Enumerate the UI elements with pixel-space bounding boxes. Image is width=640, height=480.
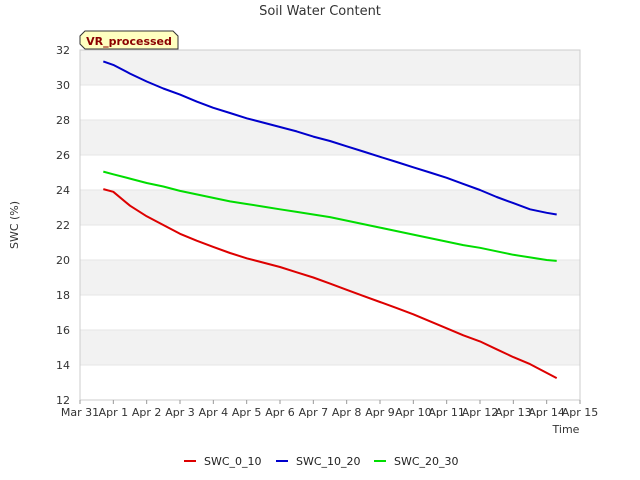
plot-band	[80, 260, 580, 295]
x-tick-label: Apr 4	[199, 406, 229, 419]
plot-band	[80, 225, 580, 260]
x-tick-label: Mar 31	[61, 406, 99, 419]
legend-item-SWC_10_20: SWC_10_20	[276, 455, 361, 468]
y-tick-label: 14	[56, 359, 70, 372]
x-tick-label: Apr 9	[365, 406, 395, 419]
plot-band	[80, 190, 580, 225]
plot-band	[80, 120, 580, 155]
status-badge: VR_processed	[79, 30, 179, 50]
plot-band	[80, 330, 580, 365]
x-axis-title: Time	[552, 423, 580, 436]
plot-frame	[79, 49, 581, 401]
y-tick-label: 20	[56, 254, 70, 267]
plot-band	[80, 85, 580, 120]
series-line-SWC_0_10	[103, 188, 558, 379]
legend-label: SWC_10_20	[296, 455, 361, 468]
chart-title: Soil Water Content	[259, 4, 381, 19]
series-line-SWC_20_30	[103, 170, 557, 262]
y-tick-label: 26	[56, 149, 70, 162]
badge-label: VR_processed	[86, 35, 172, 48]
y-tick-label: 24	[56, 184, 70, 197]
y-tick-label: 12	[56, 394, 70, 407]
plot-band	[80, 365, 580, 400]
x-tick-label: Apr 11	[428, 406, 465, 419]
y-tick-label: 18	[56, 289, 70, 302]
x-axis-ticks: Mar 31 Apr 1 Apr 2 Apr 3 Apr 4 Apr 5 Apr 6 Apr …	[61, 400, 598, 419]
y-axis-title: SWC (%)	[8, 201, 21, 249]
x-tick-label: Apr 2	[132, 406, 162, 419]
legend-label: SWC_0_10	[204, 455, 262, 468]
x-tick-label: Apr 12	[462, 406, 499, 419]
y-axis-ticks: 12 14 16 18 20 22 24 26 28 30 32	[56, 44, 70, 407]
legend: SWC_0_10 SWC_10_20 SWC_20_30	[184, 455, 459, 468]
x-tick-label: Apr 13	[495, 406, 532, 419]
series-line-SWC_10_20	[102, 60, 557, 216]
legend-item-SWC_0_10: SWC_0_10	[184, 455, 262, 468]
series-lines	[102, 60, 558, 379]
plot-bands	[80, 50, 580, 400]
x-tick-label: Apr 5	[232, 406, 262, 419]
x-tick-label: Apr 1	[99, 406, 129, 419]
plot-band	[80, 155, 580, 190]
legend-label: SWC_20_30	[394, 455, 459, 468]
x-tick-label: Apr 15	[562, 406, 599, 419]
x-tick-label: Apr 14	[528, 406, 565, 419]
x-tick-label: Apr 7	[299, 406, 329, 419]
y-tick-label: 32	[56, 44, 70, 57]
x-tick-label: Apr 8	[332, 406, 362, 419]
y-tick-label: 16	[56, 324, 70, 337]
plot-band	[80, 295, 580, 330]
legend-item-SWC_20_30: SWC_20_30	[374, 455, 459, 468]
y-tick-label: 30	[56, 79, 70, 92]
plot-band	[80, 50, 580, 85]
x-tick-label: Apr 10	[395, 406, 432, 419]
x-tick-label: Apr 3	[165, 406, 195, 419]
y-tick-label: 22	[56, 219, 70, 232]
y-tick-label: 28	[56, 114, 70, 127]
x-tick-label: Apr 6	[265, 406, 295, 419]
